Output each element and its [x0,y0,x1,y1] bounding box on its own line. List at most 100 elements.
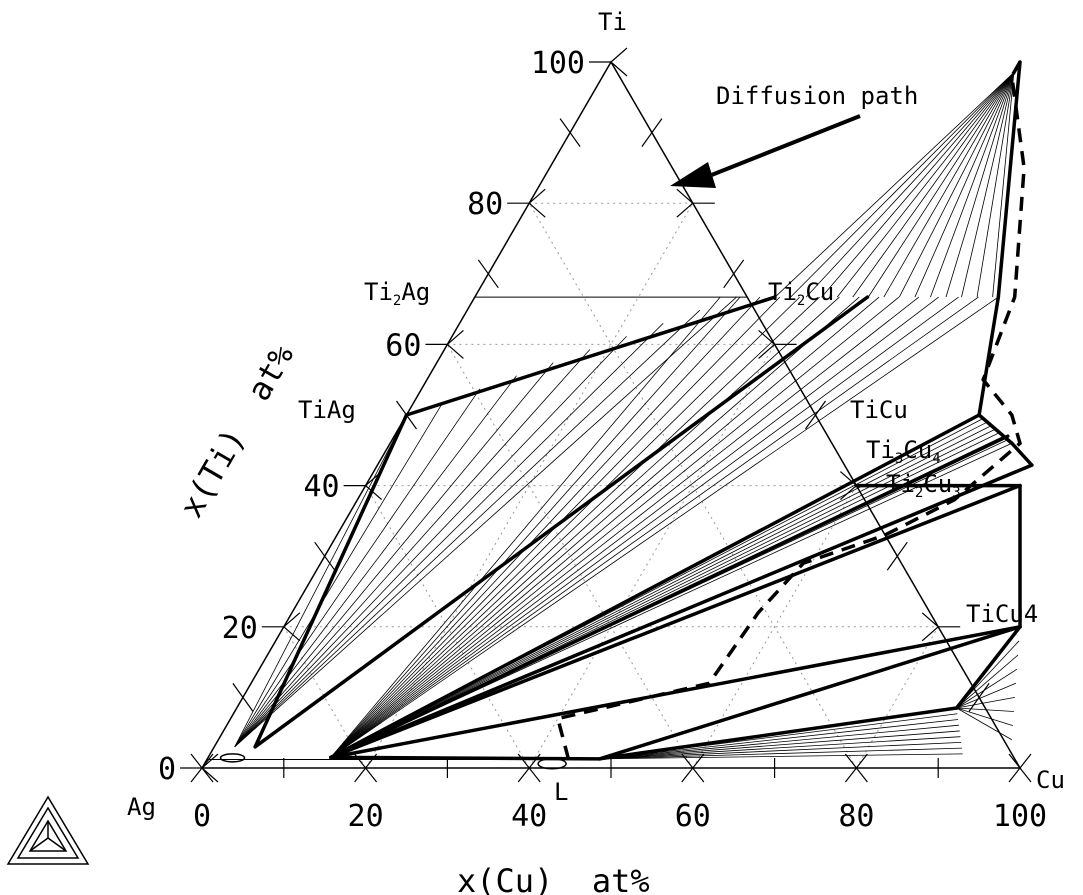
tie-line [330,296,761,758]
minor-tick-left [232,683,254,712]
major-tick-right-a [676,188,694,204]
tie-line [330,296,880,758]
tie-line [330,296,840,758]
phase-boundary [1010,441,1034,467]
tie-line [914,72,1015,298]
tie-line [883,72,1015,298]
tie-line [930,72,1015,298]
tie-line [330,428,996,758]
corner-label-ti: Ti [598,8,627,36]
tie-line [234,349,591,748]
tie-line [805,72,1015,298]
grid-line-ag-80 [528,202,857,769]
tie-line [956,697,1015,709]
phase-boundary [329,413,981,760]
tie-line [330,296,800,758]
tie-line [956,682,1017,709]
minor-tick-right [723,259,745,289]
tick-left-80-a [528,188,546,204]
phase-label-ti3cu4: Ti3Cu4 [866,436,941,467]
tick-label-bottom-0: 0 [193,799,211,834]
phase-label-tiag: TiAg [298,396,356,424]
ternary-logo-icon [6,795,90,865]
tick-label-bottom-60: 60 [675,799,711,834]
tick-left-100-b [610,61,628,77]
tie-line [599,724,959,760]
phase-boundary [996,60,1022,299]
major-tick-right-b [840,485,857,501]
y-axis-title: x(Ti) at% [172,338,301,524]
tie-line [234,309,701,748]
tie-line [867,72,1015,298]
minor-tick-right [886,541,908,571]
tick-label-left-40: 40 [303,470,339,505]
phase-label-ti2ag: Ti2Ag [364,278,430,309]
tie-line [330,296,721,758]
minor-tick-right [805,400,826,430]
tick-label-left-80: 80 [467,187,503,222]
minor-tick-right [968,683,990,712]
annotation-arrowhead [670,162,716,188]
tie-line [821,72,1015,298]
tie-line [961,72,1015,298]
tie-line [330,296,820,758]
tie-line [956,707,1014,712]
tie-line [599,719,959,760]
minor-tick-left [559,118,581,147]
tick-left-80-b [528,202,546,218]
tick-left-40-b [365,485,382,501]
tie-line [599,742,962,760]
phase-boundary [404,295,777,417]
tie-line [956,654,1019,709]
tick-bottom-60-b [681,753,705,783]
tick-left-20-a [283,612,301,628]
tie-line [330,296,939,758]
tie-line [976,72,1015,298]
phase-boundary [253,295,870,749]
major-tick-right-a [840,471,857,487]
tick-label-bottom-80: 80 [838,799,874,834]
tick-label-bottom-100: 100 [993,799,1047,834]
phase-boundary-layer [219,60,1034,770]
tick-label-left-0: 0 [158,752,176,787]
tick-left-20-b [283,626,301,642]
diffusion-path-layer [555,61,1026,758]
major-tick-right-a [921,612,939,628]
major-tick-right-b [758,343,775,359]
tick-bottom-20-b [354,753,378,783]
major-tick-right-a [758,329,775,345]
tie-line [956,707,1013,741]
phase-boundary [598,625,1022,761]
tick-left-60-b [447,343,464,359]
phase-boundary [954,625,1022,710]
liquid-region-l [537,758,567,770]
tick-bottom-80-b [844,753,868,783]
tie-line [330,296,979,758]
phase-boundary [329,463,1034,760]
diffusion-path-annotation: Diffusion path [716,82,918,110]
tie-line [992,72,1015,298]
annotation-arrow-shaft [703,114,861,180]
phase-label-ticu: TiCu [850,396,908,424]
tick-label-left-100: 100 [531,46,585,81]
tie-line [330,425,992,758]
tick-left-0-a [201,753,219,769]
tick-left-100-a [610,47,628,63]
tick-label-left-60: 60 [385,328,421,363]
corner-label-ag: Ag [127,793,156,821]
tick-left-40-a [365,471,382,487]
tie-line [599,730,960,760]
tie-line [330,296,999,758]
phase-boundary [253,413,409,749]
tie-line [956,707,1013,727]
major-tick-right-b [921,626,939,642]
grid-layer [283,202,939,769]
tie-line [234,414,407,748]
liquid-region-ag [219,753,246,763]
tick-label-bottom-40: 40 [511,799,547,834]
tie-line [234,296,737,748]
tie-line [790,72,1015,298]
tie-line [836,72,1015,298]
major-tick-right-b [676,202,694,218]
tie-line [956,668,1018,709]
